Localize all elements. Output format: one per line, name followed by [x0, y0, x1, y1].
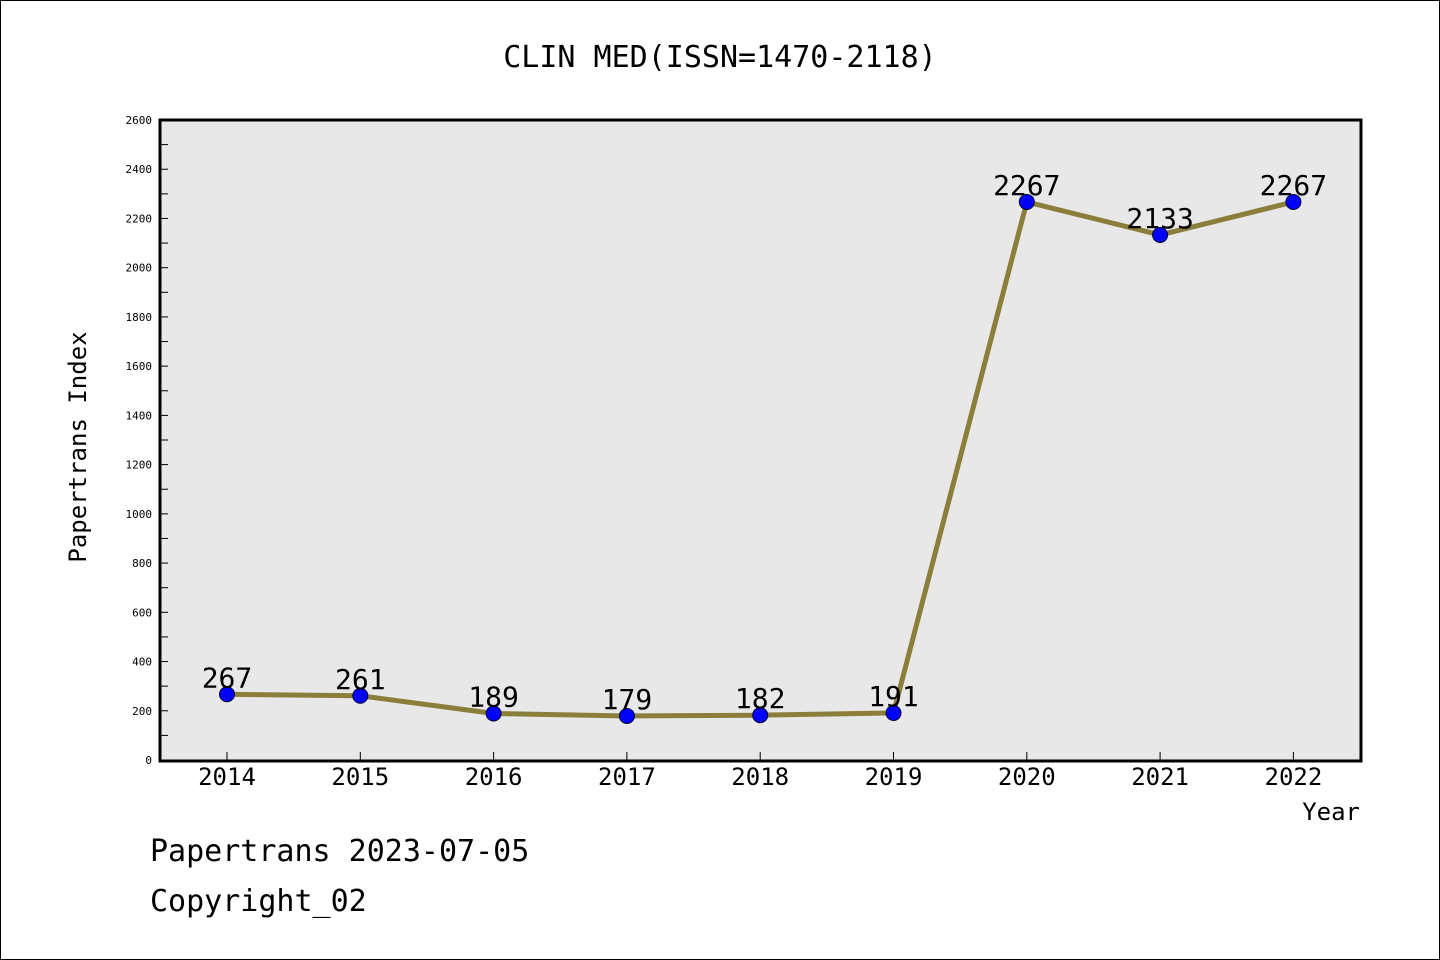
y-tick-label: 2600	[126, 114, 153, 127]
data-point	[219, 686, 235, 703]
y-tick-label: 600	[132, 606, 152, 619]
data-label: 2267	[1260, 169, 1327, 202]
data-point	[1152, 226, 1169, 243]
y-tick-label: 2000	[126, 262, 153, 275]
plot-area	[158, 118, 1363, 763]
data-point	[1018, 193, 1035, 210]
y-tick-label: 1200	[126, 459, 153, 472]
data-point	[352, 687, 369, 704]
y-tick-label: 400	[132, 656, 152, 669]
x-tick-label: 2018	[731, 763, 789, 791]
x-tick-label: 2020	[998, 763, 1056, 791]
y-tick-label: 1800	[126, 311, 153, 324]
y-tick-label: 1600	[126, 360, 153, 373]
series-layer	[219, 193, 1302, 724]
y-tick-label: 0	[145, 754, 152, 767]
x-tick-label: 2022	[1265, 763, 1323, 791]
data-point	[752, 707, 769, 724]
y-axis-ticks: 0 200 400 600 800 1000 1200 1400 1600 1800 2000 220…	[126, 114, 168, 767]
x-tick-label: 2015	[331, 763, 389, 791]
y-tick-label: 2400	[126, 163, 153, 176]
data-label: 182	[735, 682, 786, 715]
x-axis-label: Year	[1302, 798, 1360, 826]
x-tick-label: 2014	[198, 763, 256, 791]
data-label-layer: 267 261 189 179 182 191 2267 2133 2267	[202, 169, 1327, 716]
x-tick-label: 2016	[465, 763, 523, 791]
data-label: 2267	[993, 169, 1060, 202]
data-point	[618, 707, 635, 724]
y-axis-label: Papertrans Index	[64, 331, 92, 562]
y-tick-label: 1000	[126, 508, 153, 521]
chart-title: CLIN MED(ISSN=1470-2118)	[503, 40, 936, 75]
x-tick-label: 2019	[865, 763, 923, 791]
data-point	[485, 705, 502, 722]
footer-date-text: Papertrans 2023-07-05	[150, 834, 530, 869]
y-tick-label: 200	[132, 705, 152, 718]
data-label: 2133	[1126, 202, 1193, 235]
x-axis-ticks: 2014 2015 2016 2017 2018 2019 2020 2021 2022	[198, 752, 1322, 791]
y-tick-label: 800	[132, 557, 152, 570]
x-tick-label: 2021	[1131, 763, 1189, 791]
data-label: 189	[468, 680, 519, 713]
data-label: 191	[868, 680, 919, 713]
data-label: 267	[202, 661, 253, 694]
footer-copyright-text: Copyright_02	[150, 884, 367, 919]
data-point	[1285, 193, 1302, 210]
y-tick-label: 1400	[126, 409, 153, 422]
data-label: 261	[335, 663, 386, 696]
data-label: 179	[602, 683, 653, 716]
y-tick-label: 2200	[126, 212, 153, 225]
x-tick-label: 2017	[598, 763, 656, 791]
data-point	[885, 704, 902, 721]
